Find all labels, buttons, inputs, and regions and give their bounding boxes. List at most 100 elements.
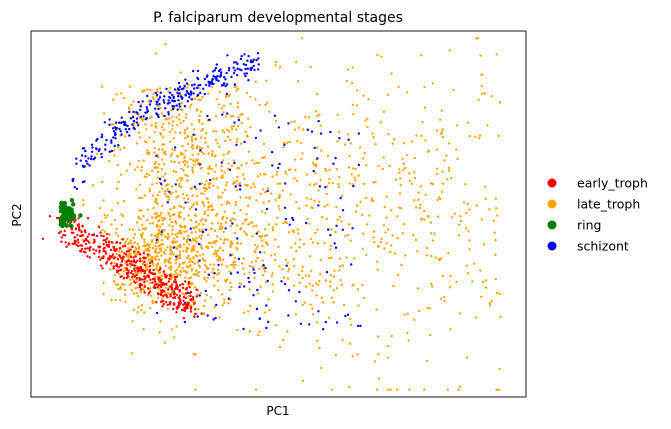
point-early_troph: [129, 262, 132, 265]
point-late_troph: [195, 187, 198, 191]
point-late_troph: [498, 388, 501, 391]
point-early_troph: [189, 299, 193, 302]
point-early_troph: [74, 228, 78, 231]
point-schizont: [228, 168, 232, 171]
point-late_troph: [230, 285, 233, 289]
point-late_troph: [212, 177, 215, 181]
point-schizont: [169, 91, 172, 95]
point-late_troph: [337, 182, 340, 186]
point-late_troph: [258, 103, 261, 107]
point-late_troph: [313, 199, 316, 202]
point-late_troph: [180, 232, 183, 235]
point-late_troph: [324, 169, 328, 172]
point-early_troph: [115, 263, 119, 266]
point-late_troph: [236, 106, 240, 109]
point-schizont: [172, 96, 175, 100]
point-late_troph: [309, 197, 312, 201]
point-ring: [78, 213, 83, 218]
point-late_troph: [480, 92, 484, 95]
point-late_troph: [120, 213, 123, 216]
point-schizont: [318, 185, 321, 188]
point-schizont: [319, 132, 323, 135]
point-late_troph: [351, 355, 354, 358]
point-late_troph: [249, 186, 253, 189]
point-late_troph: [142, 328, 145, 331]
point-late_troph: [355, 204, 359, 207]
point-schizont: [335, 321, 339, 324]
point-late_troph: [196, 293, 199, 296]
point-late_troph: [161, 136, 165, 139]
point-late_troph: [233, 181, 237, 185]
point-late_troph: [425, 359, 429, 363]
point-schizont: [243, 140, 246, 144]
point-late_troph: [282, 141, 286, 144]
point-late_troph: [116, 283, 120, 286]
point-late_troph: [204, 186, 207, 190]
point-late_troph: [480, 295, 483, 298]
point-late_troph: [230, 125, 233, 128]
point-late_troph: [490, 95, 493, 98]
point-late_troph: [147, 174, 151, 177]
point-early_troph: [124, 244, 127, 248]
point-late_troph: [113, 274, 117, 277]
point-early_troph: [89, 245, 92, 249]
point-late_troph: [226, 278, 229, 281]
point-late_troph: [293, 158, 297, 161]
point-late_troph: [153, 166, 156, 169]
point-schizont: [259, 129, 262, 132]
point-late_troph: [375, 388, 379, 391]
point-schizont: [113, 144, 116, 148]
point-early_troph: [195, 288, 198, 291]
point-late_troph: [212, 208, 215, 211]
point-late_troph: [244, 130, 247, 133]
point-late_troph: [162, 152, 166, 155]
point-late_troph: [274, 258, 277, 262]
point-late_troph: [368, 214, 371, 217]
point-schizont: [317, 204, 320, 207]
point-early_troph: [137, 250, 140, 254]
point-early_troph: [82, 250, 86, 253]
point-late_troph: [456, 124, 459, 127]
point-late_troph: [282, 146, 285, 149]
point-late_troph: [224, 115, 227, 118]
point-late_troph: [328, 168, 331, 171]
point-schizont: [189, 90, 193, 93]
point-schizont: [283, 143, 286, 146]
point-schizont: [227, 69, 231, 72]
point-early_troph: [153, 283, 156, 286]
point-late_troph: [198, 264, 201, 267]
point-late_troph: [324, 167, 327, 171]
point-late_troph: [300, 157, 303, 161]
point-schizont: [105, 138, 108, 142]
point-schizont: [112, 136, 115, 139]
point-schizont: [258, 317, 261, 321]
point-late_troph: [227, 162, 230, 165]
point-late_troph: [175, 268, 179, 271]
point-late_troph: [169, 207, 172, 211]
point-late_troph: [311, 161, 315, 165]
point-late_troph: [484, 185, 487, 188]
point-late_troph: [211, 222, 214, 225]
point-early_troph: [173, 295, 177, 299]
point-late_troph: [163, 190, 167, 193]
point-late_troph: [222, 111, 225, 114]
point-schizont: [190, 98, 193, 101]
point-late_troph: [175, 89, 179, 92]
point-late_troph: [161, 216, 164, 220]
point-late_troph: [268, 110, 271, 114]
point-late_troph: [456, 157, 459, 161]
point-early_troph: [48, 215, 52, 218]
point-late_troph: [475, 37, 478, 40]
point-schizont: [283, 206, 287, 209]
point-schizont: [75, 187, 79, 190]
point-schizont: [240, 54, 243, 58]
point-early_troph: [144, 256, 147, 260]
point-late_troph: [366, 117, 369, 120]
point-late_troph: [191, 153, 194, 157]
point-early_troph: [166, 296, 169, 299]
point-schizont: [198, 259, 201, 262]
point-early_troph: [107, 240, 111, 244]
point-late_troph: [341, 339, 344, 342]
point-early_troph: [70, 231, 74, 234]
point-late_troph: [262, 173, 266, 176]
